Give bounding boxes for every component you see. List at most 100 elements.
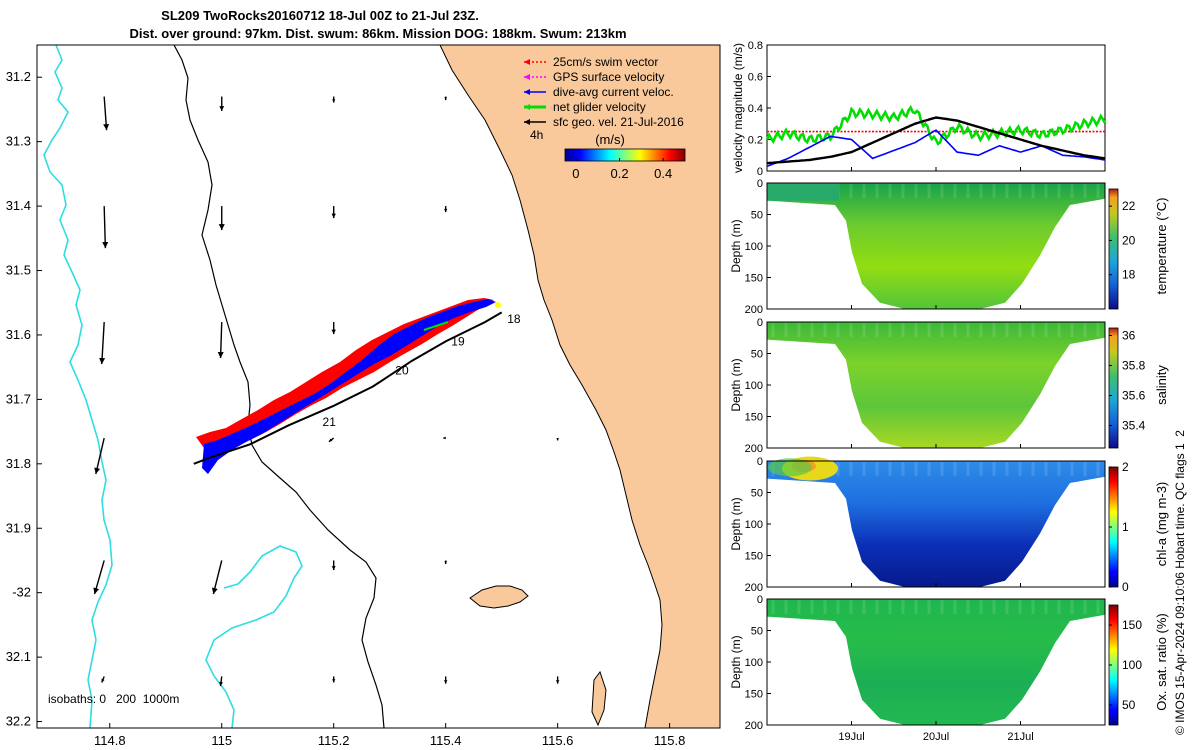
geostrophic-vector bbox=[94, 437, 105, 475]
glider-track bbox=[193, 298, 503, 474]
geostrophic-vector bbox=[101, 676, 105, 683]
geostrophic-vector bbox=[331, 206, 336, 219]
chla-surface-edge bbox=[768, 458, 812, 477]
section-y-tick-label: 200 bbox=[745, 720, 763, 732]
legend-scale-label: 4h bbox=[530, 128, 543, 142]
velocity-magnitude-panel: 0 0.2 0.4 0.6 0.8 velocity magnitude (m/s) bbox=[731, 40, 1107, 178]
velocity-y-tick-label: 0.6 bbox=[748, 72, 763, 84]
geostrophic-vector bbox=[219, 96, 225, 111]
section-colorbar-tick-label: 50 bbox=[1122, 698, 1136, 712]
section-y-tick-label: 50 bbox=[751, 349, 763, 361]
temperature-nearshore-cool bbox=[767, 183, 839, 201]
section-colorbar-label: Ox. sat. ratio (%) bbox=[1154, 613, 1169, 711]
geostrophic-vector bbox=[555, 676, 560, 684]
track-end-marker bbox=[495, 302, 501, 308]
section-colorbar-tick-label: 35.6 bbox=[1122, 389, 1146, 403]
map-y-tick-label: 31.4 bbox=[6, 198, 31, 213]
geostrophic-vector bbox=[103, 96, 110, 131]
section-y-tick-label: 100 bbox=[745, 657, 763, 669]
time-tick-label: 19Jul bbox=[838, 731, 864, 743]
isobath-1000m-inner bbox=[205, 545, 303, 728]
section-colorbar-tick-label: 100 bbox=[1122, 658, 1142, 672]
section-y-tick-label: 150 bbox=[745, 551, 763, 563]
track-path-black bbox=[193, 311, 503, 465]
legend-colorbar-title: (m/s) bbox=[595, 132, 625, 147]
time-axis: 19Jul 20Jul 21Jul bbox=[838, 167, 1034, 743]
geostrophic-vector bbox=[443, 436, 446, 440]
section-colorbar-label: temperature (°C) bbox=[1154, 198, 1169, 295]
section-y-tick-label: 200 bbox=[745, 443, 763, 455]
section-colorbar-tick-label: 150 bbox=[1122, 618, 1142, 632]
geostrophic-vector bbox=[93, 560, 105, 595]
map-x-tick-label: 115.4 bbox=[430, 733, 462, 748]
glider-track-map: 18 19 20 21 114.8 115 115.2 115.4 115.6 115.8 31… bbox=[6, 44, 721, 748]
section-y-tick-label: 150 bbox=[745, 273, 763, 285]
geostrophic-vector bbox=[443, 676, 448, 684]
time-tick-label: 20Jul bbox=[923, 731, 949, 743]
map-y-tick-label: 31.3 bbox=[6, 134, 31, 149]
map-x-tick-label: 115.2 bbox=[318, 733, 350, 748]
section-colorbar-tick-label: 18 bbox=[1122, 268, 1136, 282]
map-y-tick-label: 31.5 bbox=[6, 263, 31, 278]
section-y-tick-label: 0 bbox=[757, 594, 763, 606]
geostrophic-vector bbox=[211, 560, 223, 595]
velocity-y-tick-label: 0.4 bbox=[748, 103, 763, 115]
section-colorbar-tick-label: 35.8 bbox=[1122, 359, 1146, 373]
velocity-y-label: velocity magnitude (m/s) bbox=[731, 43, 745, 173]
section-y-tick-label: 50 bbox=[751, 488, 763, 500]
geostrophic-vector bbox=[218, 206, 225, 231]
day-label: 20 bbox=[395, 363, 409, 377]
time-tick-label: 21Jul bbox=[1007, 731, 1033, 743]
map-x-tick-label: 115 bbox=[211, 733, 232, 748]
chla-section: 0 50 100 150 200 Depth (m) 0 1 2 chl-a (mg m-3) bbox=[729, 456, 1169, 594]
legend-colorbar-tick-label: 0.4 bbox=[654, 166, 672, 181]
section-data-field bbox=[767, 461, 1105, 587]
section-data-field bbox=[767, 183, 1105, 309]
map-y-tick-label: 31.7 bbox=[6, 391, 31, 406]
section-y-tick-label: 150 bbox=[745, 412, 763, 424]
geostrophic-vector bbox=[102, 206, 109, 249]
legend-label: sfc geo. vel. 21-Jul-2016 bbox=[553, 115, 684, 129]
map-y-tick-label: 31.9 bbox=[6, 520, 31, 535]
geostrophic-vector bbox=[328, 437, 335, 443]
isobath-label: isobaths: 0 200 1000m bbox=[48, 692, 179, 706]
section-y-tick-label: 100 bbox=[745, 519, 763, 531]
section-colorbar-tick-label: 22 bbox=[1122, 199, 1136, 213]
track-net-velocity-green bbox=[423, 321, 449, 331]
geostrophic-vector bbox=[217, 322, 224, 359]
section-colorbar-tick-label: 20 bbox=[1122, 233, 1136, 247]
geostrophic-vector bbox=[332, 676, 336, 683]
legend-label: dive-avg current veloc. bbox=[553, 85, 674, 99]
isobath-200m bbox=[173, 45, 385, 728]
section-y-tick-label: 50 bbox=[751, 626, 763, 638]
velocity-y-tick-label: 0 bbox=[757, 166, 763, 178]
section-data-field bbox=[767, 322, 1105, 448]
velocity-y-tick-label: 0.2 bbox=[748, 135, 763, 147]
island-south bbox=[591, 670, 607, 727]
geostrophic-vector bbox=[444, 96, 448, 101]
geostrophic-vector bbox=[332, 96, 336, 103]
velocity-panel-frame bbox=[766, 44, 1106, 172]
section-data-field bbox=[767, 599, 1105, 725]
section-y-tick-label: 0 bbox=[757, 178, 763, 190]
island bbox=[469, 585, 529, 609]
velocity-y-tick-label: 0.8 bbox=[748, 40, 763, 52]
map-y-tick-label: 32.2 bbox=[6, 714, 31, 729]
legend-label: net glider velocity bbox=[553, 100, 646, 114]
velocity-series-line bbox=[766, 116, 1106, 165]
section-y-tick-label: 50 bbox=[751, 210, 763, 222]
section-colorbar bbox=[1108, 188, 1119, 310]
legend-label: 25cm/s swim vector bbox=[553, 55, 658, 69]
section-y-label: Depth (m) bbox=[729, 497, 743, 550]
map-y-axis: 31.2 31.3 31.4 31.5 31.6 31.7 31.8 31.9 -32 32.1 3… bbox=[6, 69, 42, 729]
geostrophic-vector bbox=[444, 560, 448, 565]
section-y-tick-label: 150 bbox=[745, 689, 763, 701]
legend-colorbar-tick-label: 0.2 bbox=[611, 166, 629, 181]
map-y-tick-label: -32 bbox=[12, 585, 31, 600]
section-colorbar-tick-label: 1 bbox=[1122, 520, 1129, 534]
isobath-1000m bbox=[43, 45, 113, 728]
section-colorbar-label: salinity bbox=[1154, 365, 1169, 405]
section-y-tick-label: 100 bbox=[745, 241, 763, 253]
legend-colorbar-tick-label: 0 bbox=[572, 166, 579, 181]
